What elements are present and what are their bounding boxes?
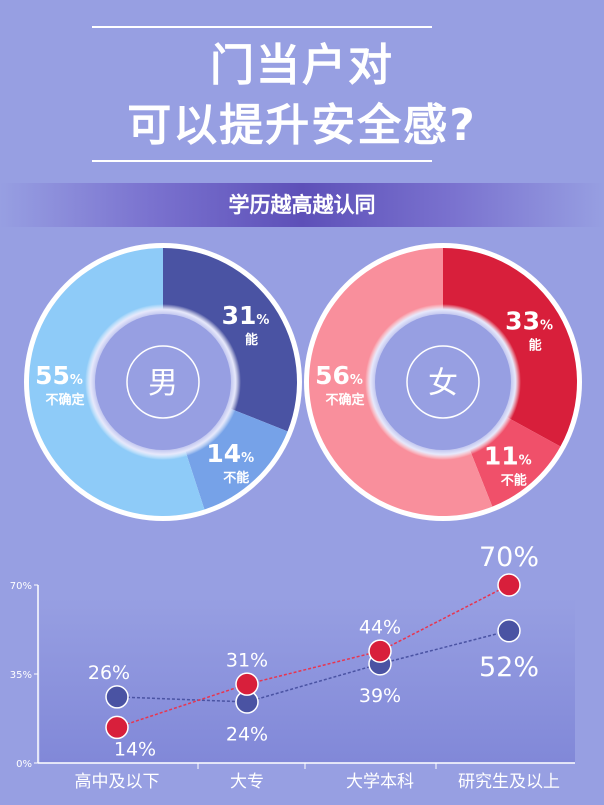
data-point xyxy=(235,672,259,696)
donut-hole-fill xyxy=(95,314,231,450)
data-label: 39% xyxy=(359,685,401,707)
data-point xyxy=(368,639,392,663)
x-tick-label: 高中及以下 xyxy=(75,772,160,792)
bottom-rule xyxy=(92,160,432,162)
data-label: 52% xyxy=(479,652,539,683)
slice-label: 不确定 xyxy=(45,392,84,408)
data-point xyxy=(105,715,129,740)
donut-hole-fill xyxy=(375,314,511,450)
slice-label: 不能 xyxy=(223,470,249,486)
plot-area xyxy=(40,598,575,763)
gender-label: 男 xyxy=(148,366,178,401)
slice-label: 不能 xyxy=(501,472,527,488)
gender-label: 女 xyxy=(428,366,458,401)
slice-label: 能 xyxy=(245,332,258,348)
data-label: 14% xyxy=(114,739,156,761)
center-ring xyxy=(126,345,200,419)
y-tick-label: 35% xyxy=(10,670,32,681)
male-donut: 31%能14%不能55%不确定男 xyxy=(24,243,302,521)
title-line-1: 门当户对 xyxy=(210,40,394,91)
series-line-male xyxy=(116,630,510,703)
x-tick-label: 大学本科 xyxy=(346,772,414,792)
data-label: 26% xyxy=(88,662,130,684)
slice-label: 不确定 xyxy=(325,392,364,408)
donut-slice xyxy=(163,248,297,432)
data-point xyxy=(497,619,521,643)
y-tick-label: 70% xyxy=(10,581,32,592)
donut-slice xyxy=(309,248,493,516)
data-label: 70% xyxy=(479,542,539,573)
title-line-2: 可以提升安全感? xyxy=(127,100,477,151)
top-rule xyxy=(92,26,432,28)
female-donut: 33%能11%不能56%不确定女 xyxy=(304,243,582,521)
center-ring xyxy=(406,345,480,419)
y-tick-label: 0% xyxy=(16,759,32,770)
subtitle-banner: 学历越高越认同 xyxy=(0,183,604,227)
donut-slice xyxy=(185,408,288,510)
data-label: 31% xyxy=(226,650,268,672)
data-point xyxy=(497,573,521,597)
series-line-female xyxy=(116,584,510,729)
donut-slice xyxy=(28,248,205,516)
data-label: 44% xyxy=(359,616,401,638)
slice-value: 11% xyxy=(484,441,532,470)
x-tick-label: 研究生及以上 xyxy=(458,772,560,792)
x-tick-label: 大专 xyxy=(230,772,264,792)
data-point xyxy=(105,685,129,709)
slice-label: 能 xyxy=(529,338,542,354)
data-label: 24% xyxy=(226,723,268,745)
